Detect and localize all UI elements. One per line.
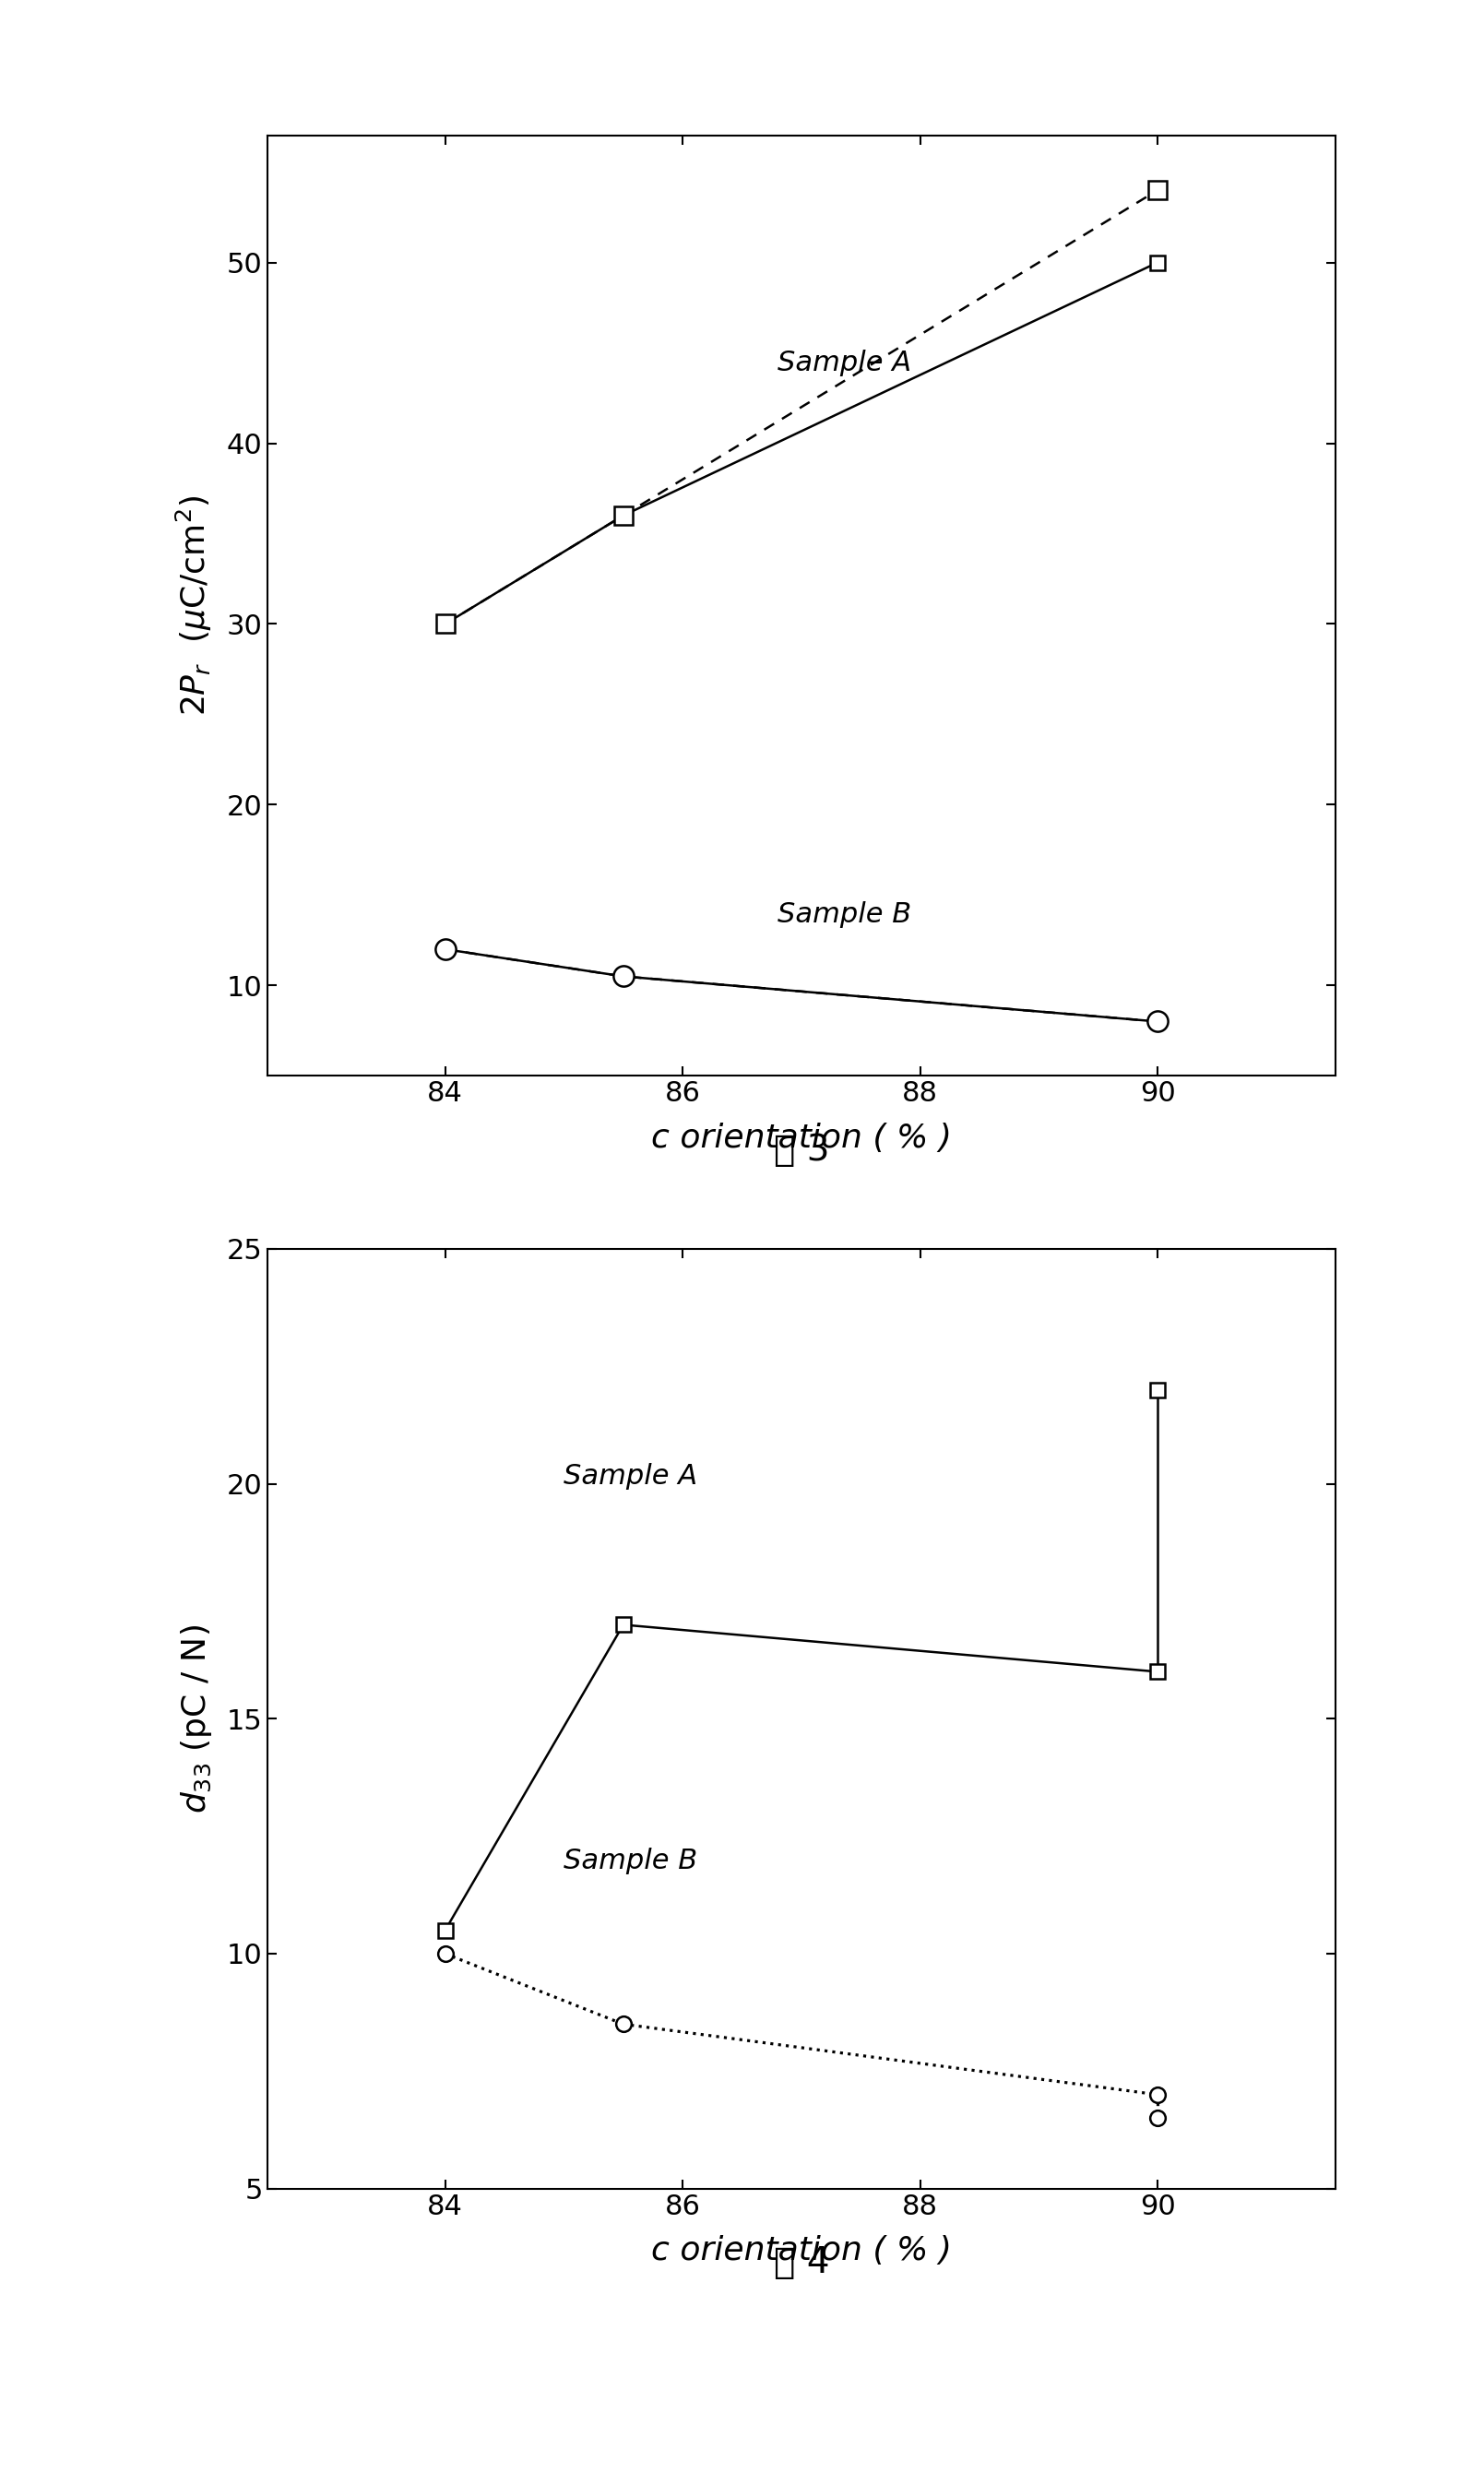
Text: 图 4: 图 4 (773, 2245, 830, 2280)
Text: Sample B: Sample B (564, 1847, 697, 1875)
Y-axis label: $2P_r$  ($\mu$C/cm$^2$): $2P_r$ ($\mu$C/cm$^2$) (174, 495, 214, 717)
Text: Sample A: Sample A (564, 1462, 697, 1489)
Text: Sample B: Sample B (778, 900, 911, 927)
X-axis label: c orientation ( % ): c orientation ( % ) (651, 1123, 951, 1155)
Text: Sample A: Sample A (778, 349, 911, 376)
Y-axis label: $d_{33}$ (pC / N): $d_{33}$ (pC / N) (180, 1625, 214, 1813)
Text: 图 3: 图 3 (773, 1133, 830, 1167)
X-axis label: c orientation ( % ): c orientation ( % ) (651, 2236, 951, 2268)
